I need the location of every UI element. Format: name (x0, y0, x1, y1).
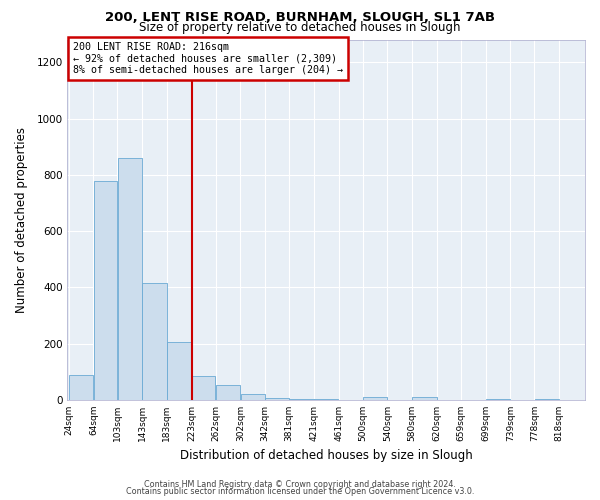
Bar (363, 397, 387, 400)
Text: Size of property relative to detached houses in Slough: Size of property relative to detached ho… (139, 22, 461, 35)
Bar (289, 398, 314, 400)
Bar (94, 180, 117, 400)
Text: 200, LENT RISE ROAD, BURNHAM, SLOUGH, SL1 7AB: 200, LENT RISE ROAD, BURNHAM, SLOUGH, SL… (105, 11, 495, 24)
Bar (118, 158, 142, 400)
Bar (314, 398, 338, 400)
Bar (412, 397, 437, 400)
Bar (241, 394, 265, 400)
Text: 200 LENT RISE ROAD: 216sqm
← 92% of detached houses are smaller (2,309)
8% of se: 200 LENT RISE ROAD: 216sqm ← 92% of deta… (73, 42, 343, 75)
Bar (142, 283, 167, 400)
Y-axis label: Number of detached properties: Number of detached properties (15, 127, 28, 313)
Text: Contains public sector information licensed under the Open Government Licence v3: Contains public sector information licen… (126, 487, 474, 496)
Bar (167, 342, 191, 400)
Bar (535, 398, 559, 400)
Bar (69, 374, 93, 400)
Bar (486, 398, 510, 400)
Bar (192, 376, 215, 400)
X-axis label: Distribution of detached houses by size in Slough: Distribution of detached houses by size … (180, 450, 473, 462)
Text: Contains HM Land Registry data © Crown copyright and database right 2024.: Contains HM Land Registry data © Crown c… (144, 480, 456, 489)
Bar (265, 398, 289, 400)
Bar (216, 386, 240, 400)
